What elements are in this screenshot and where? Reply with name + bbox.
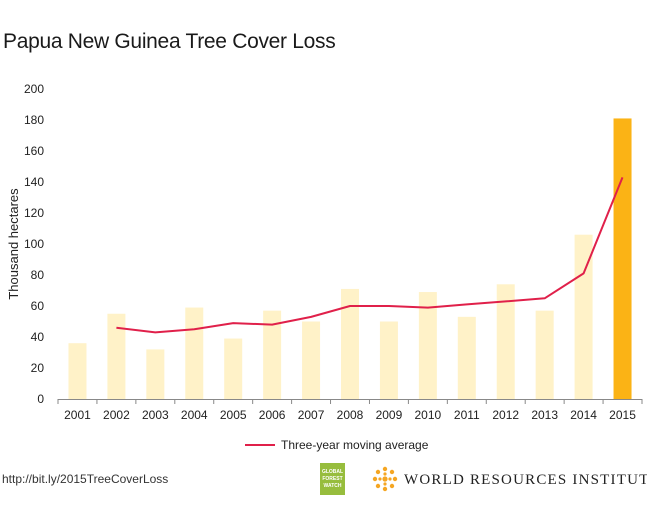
moving-average-line <box>116 177 624 334</box>
bar-2010 <box>418 292 437 399</box>
y-tick-label: 40 <box>31 330 45 344</box>
tree-cover-loss-chart: Thousand hectares 0 20 40 60 80 100 120 140 160 1… <box>6 82 643 452</box>
y-tick-label: 60 <box>31 299 45 313</box>
x-tick-label: 2014 <box>570 408 597 422</box>
bar-2008 <box>341 288 359 399</box>
x-tick-label: 2007 <box>298 408 325 422</box>
bar-2006 <box>263 310 282 399</box>
x-tick-label: 2006 <box>259 408 286 422</box>
x-tick-label: 2010 <box>415 408 442 422</box>
bar-2002 <box>107 313 126 399</box>
bar-2015 <box>613 118 632 399</box>
y-tick-label: 0 <box>37 392 44 406</box>
y-tick-label: 200 <box>24 82 44 96</box>
wri-name: WORLD RESOURCES INSTITUTE <box>404 472 647 488</box>
bar-2004 <box>185 307 204 399</box>
y-tick-label: 140 <box>24 175 44 189</box>
legend-label: Three-year moving average <box>281 438 429 452</box>
bar-2013 <box>535 310 554 399</box>
y-tick-label: 120 <box>24 206 44 220</box>
x-tick-label: 2002 <box>103 408 130 422</box>
global-forest-watch-logo: GLOBAL FOREST WATCH <box>320 463 345 495</box>
bar-2007 <box>302 321 321 399</box>
y-tick-label: 160 <box>24 144 44 158</box>
y-tick-label: 80 <box>31 268 45 282</box>
x-tick-label: 2003 <box>142 408 169 422</box>
bar-2009 <box>379 321 398 399</box>
x-tick-label: 2011 <box>454 408 480 422</box>
x-tick-label: 2015 <box>609 408 636 422</box>
chart-title: Papua New Guinea Tree Cover Loss <box>3 30 336 53</box>
y-tick-label: 100 <box>24 237 44 251</box>
y-tick-label: 180 <box>24 113 44 127</box>
x-tick-label: 2004 <box>181 408 208 422</box>
y-tick-label: 20 <box>31 361 45 375</box>
x-tick-label: 2008 <box>337 408 364 422</box>
wri-logo-icon <box>372 466 398 492</box>
x-tick-label: 2005 <box>220 408 247 422</box>
y-axis-label: Thousand hectares <box>6 188 21 300</box>
x-tick-label: 2012 <box>492 408 519 422</box>
bar-2001 <box>68 343 87 399</box>
bar-2012 <box>496 284 515 399</box>
source-url[interactable]: http://bit.ly/2015TreeCoverLoss <box>2 472 169 486</box>
x-tick-label: 2001 <box>64 408 91 422</box>
x-tick-label: 2009 <box>376 408 403 422</box>
x-tick-label: 2013 <box>531 408 558 422</box>
bar-2011 <box>457 316 476 399</box>
bar-2005 <box>224 338 243 399</box>
bar-2003 <box>146 349 165 399</box>
